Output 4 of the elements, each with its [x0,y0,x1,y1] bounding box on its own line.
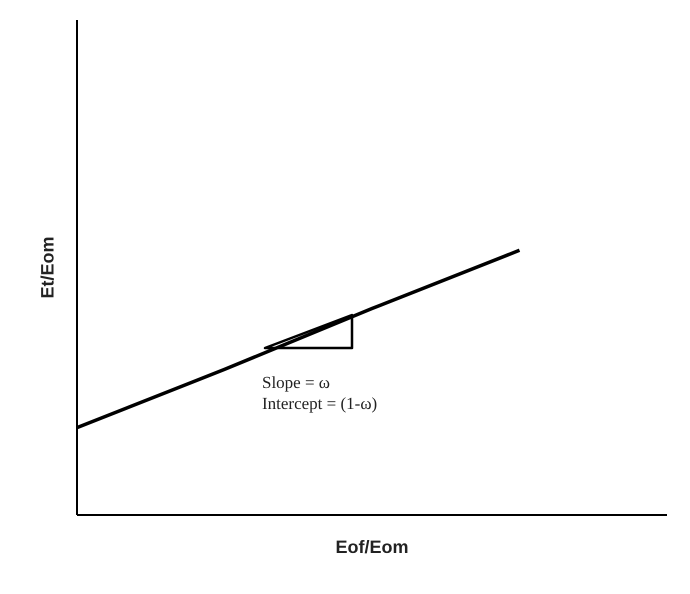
annotation: Slope = ω [262,373,330,393]
y-axis-title: Et/Eom [37,236,58,299]
annotation: Intercept = (1-ω) [262,394,378,414]
x-axis-title: Eof/Eom [335,537,409,557]
